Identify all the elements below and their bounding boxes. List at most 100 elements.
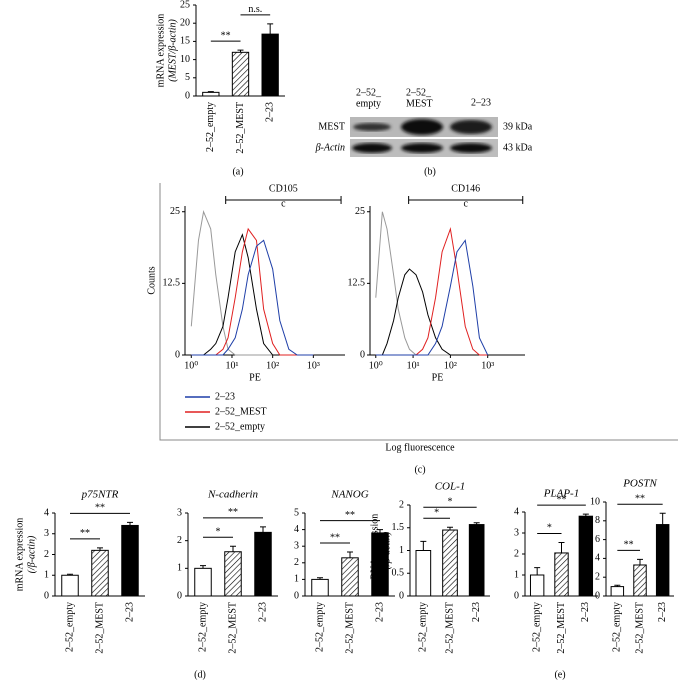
axis — [184, 206, 345, 356]
y-tick-label: 2 — [399, 499, 404, 510]
significance-label: ** — [635, 494, 645, 505]
bar — [121, 524, 139, 597]
gate-label: CD105 — [269, 183, 298, 194]
y-tick-label: 25 — [170, 206, 180, 217]
chart-title: N-cadherin — [207, 489, 259, 501]
histogram-line — [191, 227, 314, 356]
chart-title: POSTN — [622, 478, 657, 490]
significance-label: ** — [330, 532, 340, 543]
legend-label: 2–52_MEST — [215, 406, 267, 417]
y-tick-label: 12.5 — [348, 278, 366, 289]
error-bar — [127, 521, 133, 526]
x-tick-label: 10⁰ — [184, 360, 198, 371]
error-bar — [200, 565, 206, 569]
y-tick-label: 10 — [590, 496, 600, 507]
x-tick-label: 2–52_empty — [531, 602, 542, 652]
y-tick-label: 20 — [180, 17, 190, 28]
error-bar — [637, 558, 643, 565]
y-tick-label: 4 — [514, 506, 519, 517]
bar — [633, 564, 647, 597]
y-tick-label: 2 — [595, 571, 600, 582]
x-tick-label: 2–52_empty — [612, 602, 623, 652]
y-axis-label: (/β-actin) — [381, 531, 392, 569]
blot-size-label: 39 kDa — [503, 121, 533, 132]
y-tick-label: 3 — [177, 507, 182, 518]
bar — [231, 51, 250, 97]
x-tick-label: 10² — [266, 360, 279, 371]
y-tick-label: 6 — [595, 534, 600, 545]
significance-label: ** — [557, 494, 567, 505]
histogram-line — [191, 239, 314, 356]
x-tick-label: 10¹ — [225, 360, 238, 371]
x-tick-label: 2–52_MEST — [444, 602, 455, 654]
y-tick-label: 0 — [185, 90, 190, 101]
y-tick-label: 12.5 — [163, 278, 181, 289]
gate — [408, 196, 524, 204]
gate-label: CD146 — [451, 183, 480, 194]
y-tick-label: 1 — [44, 570, 49, 581]
x-tick-label: 2–23 — [580, 602, 591, 622]
bar — [655, 524, 670, 597]
significance-label: * — [547, 523, 552, 534]
y-tick-label: 2 — [514, 548, 519, 559]
y-tick-label: 1 — [399, 545, 404, 556]
y-tick-label: 3 — [514, 527, 519, 538]
error-bar — [659, 512, 666, 525]
x-tick-label: 2–52_empty — [64, 602, 75, 652]
error-bar — [267, 23, 274, 35]
y-tick-label: 8 — [595, 515, 600, 526]
error-bar — [317, 577, 323, 580]
histogram-line — [191, 233, 314, 356]
y-tick-label: 5 — [294, 507, 299, 518]
y-tick-label: 0 — [514, 590, 519, 601]
error-bar — [614, 584, 621, 587]
panel-label: (e) — [554, 669, 565, 680]
x-tick-label: 2–23 — [124, 602, 135, 622]
bar — [311, 578, 329, 597]
bar — [254, 531, 272, 597]
x-tick-label: 2–23 — [471, 602, 482, 622]
x-tick-label: 2–23 — [374, 602, 385, 622]
significance-label: ** — [345, 510, 355, 521]
y-tick-label: 0 — [44, 590, 49, 601]
x-tick-label: 2–52_MEST — [344, 602, 355, 654]
error-bar — [97, 547, 103, 551]
gate — [225, 196, 342, 204]
bar — [578, 515, 594, 597]
legend-label: 2–23 — [215, 391, 235, 402]
bar — [61, 574, 79, 597]
x-axis-label: Log fluorescence — [385, 442, 455, 453]
error-bar — [260, 526, 266, 533]
y-tick-label: 2 — [44, 549, 49, 560]
bar — [202, 91, 220, 97]
x-tick-label: 10⁰ — [369, 360, 383, 371]
y-tick-label: 1 — [514, 569, 519, 580]
x-tick-label: 2–23 — [257, 602, 268, 622]
panel-label: (c) — [414, 464, 425, 475]
y-tick-label: 2 — [177, 535, 182, 546]
blot-row-label: β-Actin — [315, 142, 345, 153]
gate-note: c — [281, 198, 286, 209]
error-bar — [237, 49, 244, 53]
x-tick-label: 2–52_MEST — [227, 602, 238, 654]
chart-title: p75NTR — [81, 489, 119, 501]
significance-label: ** — [95, 503, 105, 514]
chart-title: NANOG — [330, 489, 368, 501]
bar — [529, 574, 545, 597]
x-tick-label: 2–52_MEST — [634, 602, 645, 654]
y-tick-label: 5 — [185, 72, 190, 83]
bar — [415, 550, 432, 597]
legend-label: 2–52_empty — [215, 421, 265, 432]
significance-label: n.s. — [248, 4, 262, 15]
chart-title: COL-1 — [435, 481, 466, 493]
panel-label: (b) — [424, 166, 436, 177]
chart-title: PLAP-1 — [543, 488, 579, 500]
error-bar — [420, 540, 427, 551]
significance-label: * — [448, 497, 453, 508]
y-tick-label: 1.5 — [392, 522, 405, 533]
axis — [369, 206, 525, 356]
y-tick-label: 0 — [360, 349, 365, 360]
y-tick-label: 0 — [175, 349, 180, 360]
error-bar — [558, 541, 565, 553]
y-tick-label: 4 — [595, 553, 600, 564]
